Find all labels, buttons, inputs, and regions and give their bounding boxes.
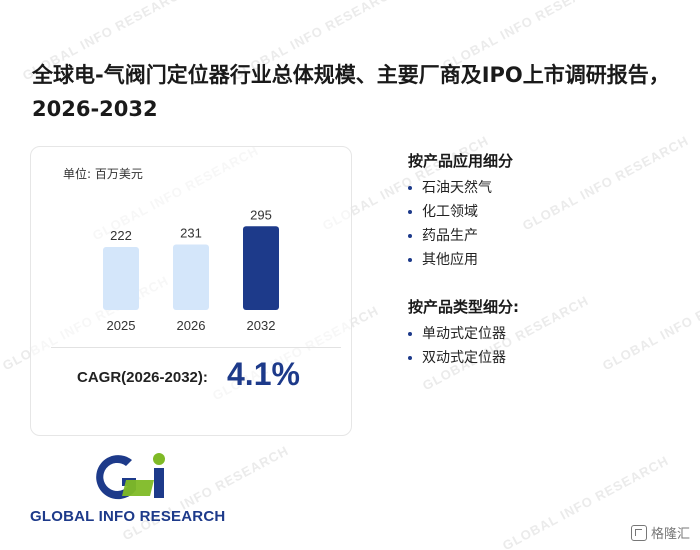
application-list: 石油天然气 化工领域 药品生产 其他应用 [408,176,492,272]
cagr-value: 4.1% [227,356,300,392]
bar-2032 [243,226,279,310]
corner-brand-text: 格隆汇 [650,527,690,542]
watermark-text: GLOBAL INFO RESEARCH [520,132,692,234]
bar-chart: 222 2025 231 2026 295 2032 [103,207,279,333]
bar-2025 [103,246,139,310]
market-size-card: 单位: 百万美元 222 2025 231 2026 295 2032 CAGR(2026… [30,146,352,436]
page-title: 全球电-气阀门定位器行业总体规模、主要厂商及IPO上市调研报告，2026-203… [32,63,670,121]
brand-icon [630,524,647,541]
x-tick-label: 2032 [247,318,276,333]
section-title-application: 按产品应用细分 [408,152,514,170]
data-label: 231 [180,225,202,240]
list-item: 其他应用 [408,248,492,272]
corner-brand: 格隆汇 [630,523,690,542]
company-logo: GLOBAL INFO RESEARCH [30,450,240,530]
card-divider [51,347,341,348]
cagr-label: CAGR(2026-2032): [77,369,208,386]
data-label: 222 [110,228,132,243]
unit-label: 单位: 百万美元 [63,167,143,181]
x-tick-label: 2026 [177,318,206,333]
bar-2026 [173,244,209,310]
section-title-type: 按产品类型细分: [408,298,519,316]
list-item: 药品生产 [408,224,492,248]
list-item: 石油天然气 [408,176,492,200]
list-item: 单动式定位器 [408,322,506,346]
logo-text: GLOBAL INFO RESEARCH [30,508,226,525]
type-list: 单动式定位器 双动式定位器 [408,322,506,370]
gi-logo-icon [96,453,165,500]
data-label: 295 [250,207,272,222]
watermark-text: GLOBAL INFO RESEARCH [600,272,700,374]
list-item: 双动式定位器 [408,346,506,370]
list-item: 化工领域 [408,200,492,224]
x-tick-label: 2025 [107,318,136,333]
